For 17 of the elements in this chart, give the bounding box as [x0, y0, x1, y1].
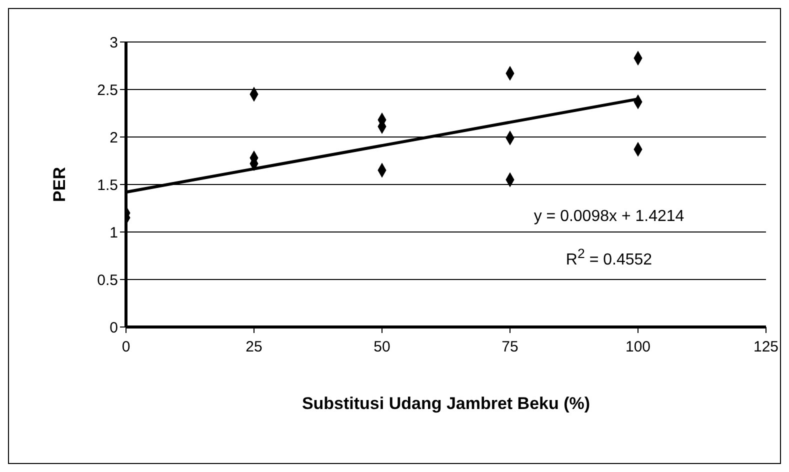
y-tick-label: 2: [110, 129, 118, 146]
x-tick-label: 125: [753, 338, 779, 356]
x-tick-label: 0: [122, 338, 130, 356]
y-tick-label: 0.5: [97, 272, 118, 289]
x-tick-label: 25: [246, 338, 262, 356]
y-tick-label: 1.5: [97, 176, 118, 194]
y-tick-label: 1: [110, 224, 118, 242]
x-tick-label: 75: [502, 338, 518, 356]
x-axis-title: Substitusi Udang Jambret Beku (%): [302, 394, 590, 413]
x-tick-label: 100: [625, 338, 651, 356]
x-tick-label: 50: [374, 338, 390, 356]
y-tick-label: 0: [110, 319, 118, 336]
y-axis-title: PER: [50, 167, 70, 202]
annotation: R$^{2}$ = 0.4552: [564, 246, 654, 270]
annotation: y = 0.0098x + 1.4214: [532, 208, 686, 226]
y-tick-label: 3: [110, 34, 118, 52]
y-tick-label: 2.5: [97, 82, 118, 99]
